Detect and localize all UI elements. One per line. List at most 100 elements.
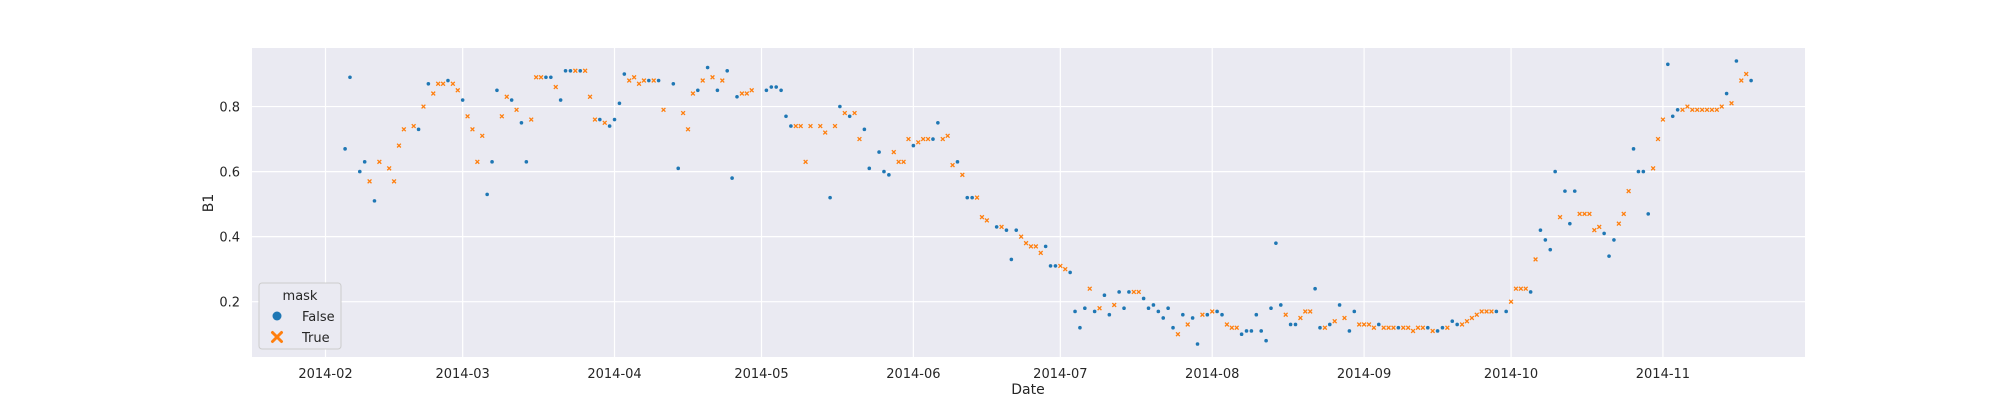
point-false: [598, 117, 602, 122]
point-true: [1087, 286, 1093, 292]
point-false: [647, 78, 651, 83]
point-false: [676, 166, 681, 171]
point-true: [514, 107, 519, 113]
legend-label-true: True: [301, 331, 330, 346]
point-true: [1655, 136, 1661, 142]
point-false: [622, 72, 627, 76]
point-true: [1577, 211, 1582, 217]
point-false: [1171, 325, 1175, 330]
point-true: [421, 104, 426, 109]
point-true: [832, 123, 838, 129]
point-true: [377, 159, 382, 165]
point-true: [1430, 328, 1436, 334]
point-true: [1366, 322, 1372, 327]
point-true: [1518, 286, 1524, 292]
point-false: [1440, 325, 1445, 330]
point-true: [1420, 325, 1426, 331]
point-false: [1548, 247, 1553, 252]
point-true: [1298, 315, 1303, 321]
point-true: [626, 78, 632, 83]
point-false: [696, 88, 700, 93]
point-true: [401, 126, 407, 132]
point-true: [1523, 286, 1529, 292]
point-true: [572, 68, 578, 74]
point-true: [1023, 240, 1029, 246]
point-true: [1596, 224, 1602, 230]
point-false: [877, 150, 881, 154]
point-true: [960, 172, 965, 178]
point-true: [915, 139, 921, 145]
point-true: [367, 178, 372, 184]
point-false: [1543, 238, 1548, 242]
point-false: [1102, 293, 1107, 298]
point-true: [661, 107, 666, 113]
legend-marker-true: [271, 331, 283, 343]
point-true: [602, 120, 608, 126]
point-true: [1356, 322, 1362, 327]
point-true: [1616, 221, 1622, 227]
point-false: [524, 160, 529, 164]
point-true: [538, 74, 544, 80]
point-false: [1161, 316, 1166, 320]
point-false: [1528, 290, 1533, 294]
point-true: [1386, 325, 1391, 331]
point-true: [979, 214, 985, 220]
x-tick-label: 2014-05: [734, 367, 788, 382]
point-false: [970, 195, 974, 200]
point-true: [1361, 322, 1367, 327]
point-true: [1445, 325, 1450, 331]
point-true: [1018, 234, 1024, 240]
point-false: [936, 121, 940, 125]
x-tick-label: 2014-09: [1337, 367, 1391, 382]
point-true: [984, 218, 990, 223]
legend-title: mask: [283, 289, 318, 304]
point-true: [1479, 309, 1485, 314]
point-false: [1494, 309, 1499, 314]
points-layer: [343, 59, 1753, 346]
point-true: [1391, 325, 1396, 331]
point-false: [1043, 244, 1048, 249]
point-false: [607, 124, 612, 128]
point-false: [558, 98, 563, 102]
point-false: [1053, 264, 1058, 268]
point-true: [1719, 104, 1725, 109]
point-false: [1009, 257, 1014, 262]
point-false: [1504, 309, 1508, 314]
point-true: [719, 78, 725, 83]
point-false: [774, 85, 778, 89]
point-true: [504, 94, 510, 100]
point-true: [1508, 299, 1514, 305]
point-true: [1175, 331, 1181, 337]
point-false: [1425, 325, 1430, 330]
point-true: [1738, 78, 1744, 83]
point-false: [544, 75, 548, 80]
point-true: [1200, 312, 1205, 318]
point-true: [1484, 309, 1489, 314]
point-false: [789, 124, 793, 128]
point-true: [1587, 211, 1592, 217]
point-false: [994, 225, 999, 229]
point-true: [680, 110, 686, 116]
point-true: [817, 123, 823, 129]
point-true: [1322, 325, 1328, 331]
point-false: [1254, 312, 1259, 317]
point-true: [798, 123, 804, 129]
point-false: [1337, 303, 1342, 307]
point-false: [485, 192, 489, 197]
point-false: [446, 78, 450, 83]
point-true: [1371, 325, 1377, 331]
point-true: [1185, 322, 1191, 327]
point-true: [651, 78, 657, 83]
legend-label-false: False: [302, 310, 335, 325]
point-false: [1195, 342, 1200, 346]
point-false: [1151, 303, 1156, 307]
point-true: [1694, 107, 1700, 113]
point-true: [1660, 117, 1666, 122]
point-true: [1464, 318, 1470, 324]
point-false: [372, 199, 377, 203]
point-false: [1269, 306, 1273, 311]
point-false: [1646, 212, 1651, 216]
point-false: [1641, 169, 1646, 174]
point-false: [568, 68, 573, 73]
